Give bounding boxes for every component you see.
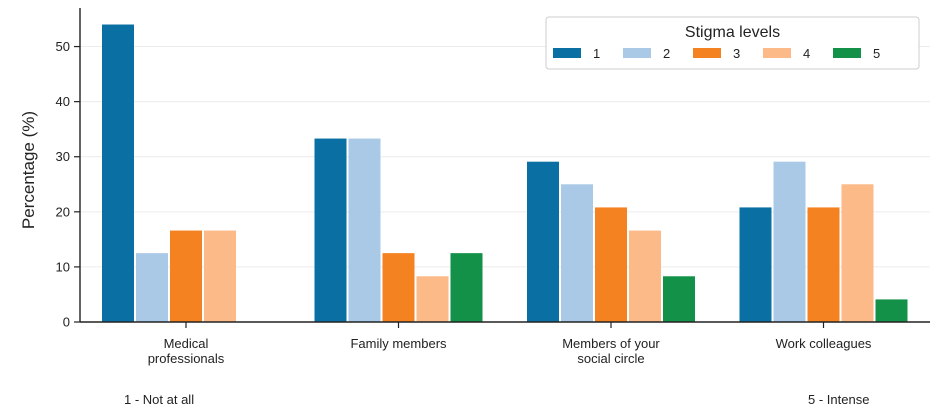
- bar-series-4-cat-2: [629, 230, 661, 322]
- y-tick-label: 30: [56, 149, 70, 164]
- bars: [102, 24, 908, 323]
- bar-series-5-cat-1: [450, 253, 483, 322]
- legend-label-4: 4: [803, 46, 810, 61]
- y-tick-label: 10: [56, 259, 70, 274]
- y-tick-label: 20: [56, 204, 70, 219]
- x-category-label: Members of your social circle: [562, 336, 660, 366]
- x-category-label: Work colleagues: [776, 336, 872, 351]
- y-axis-title: Percentage (%): [19, 111, 38, 229]
- bar-series-5-cat-2: [663, 276, 695, 322]
- y-tick-label: 0: [63, 315, 70, 330]
- legend-swatch-5: [833, 48, 861, 58]
- scale-note-left: 1 - Not at all: [124, 392, 195, 407]
- bar-series-4-cat-1: [416, 276, 449, 322]
- axes: [74, 8, 930, 328]
- legend: Stigma levels 1 2 3 4 5: [545, 16, 920, 70]
- x-category-label: Medical professionals: [148, 336, 225, 366]
- bar-series-1-cat-2: [527, 161, 559, 322]
- bar-series-1-cat-0: [102, 24, 134, 323]
- bar-series-3-cat-2: [595, 207, 627, 322]
- bar-series-2-cat-2: [561, 184, 593, 322]
- legend-label-1: 1: [593, 46, 600, 61]
- x-category-labels: Medical professionals Family members Member…: [148, 336, 872, 366]
- y-tick-label: 40: [56, 94, 70, 109]
- legend-label-3: 3: [733, 46, 740, 61]
- legend-title: Stigma levels: [685, 24, 780, 41]
- bar-series-4-cat-3: [841, 184, 874, 322]
- legend-swatch-4: [763, 48, 791, 58]
- legend-swatch-3: [693, 48, 721, 58]
- bar-series-4-cat-0: [204, 230, 236, 322]
- x-category-label: Family members: [350, 336, 447, 351]
- bar-series-2-cat-0: [136, 253, 168, 322]
- bar-series-3-cat-1: [382, 253, 415, 322]
- bar-series-3-cat-3: [807, 207, 840, 322]
- bar-series-2-cat-3: [773, 161, 806, 322]
- bar-series-1-cat-1: [314, 138, 347, 322]
- y-tick-label: 50: [56, 39, 70, 54]
- legend-label-5: 5: [873, 46, 880, 61]
- scale-note-right: 5 - Intense: [808, 392, 870, 407]
- legend-swatch-2: [623, 48, 651, 58]
- bar-series-5-cat-3: [875, 299, 908, 322]
- bar-series-2-cat-1: [348, 138, 381, 322]
- bar-series-1-cat-3: [739, 207, 772, 322]
- legend-swatch-1: [553, 48, 581, 58]
- bar-series-3-cat-0: [170, 230, 202, 322]
- y-tick-labels: 0 10 20 30 40 50: [56, 39, 70, 329]
- legend-label-2: 2: [663, 46, 670, 61]
